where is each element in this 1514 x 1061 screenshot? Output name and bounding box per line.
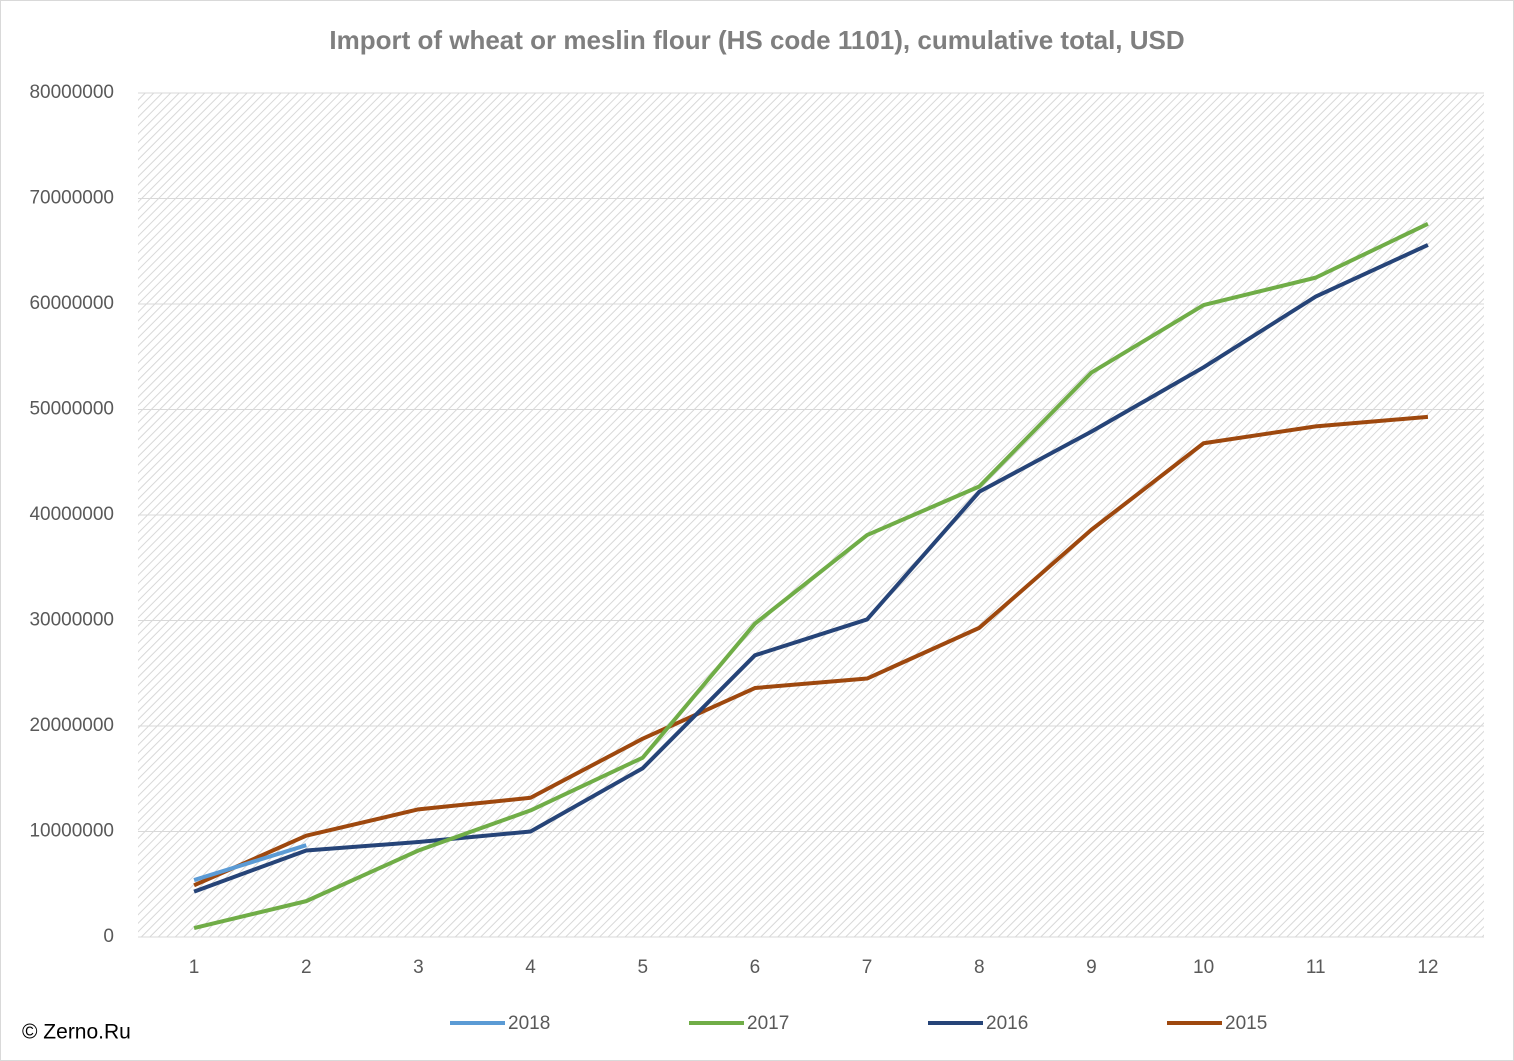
- x-tick-label: 8: [974, 957, 985, 978]
- x-tick-label: 2: [301, 957, 312, 978]
- legend-label: 2018: [508, 1013, 550, 1034]
- y-tick-label: 10000000: [29, 821, 114, 842]
- x-tick-label: 4: [525, 957, 536, 978]
- y-tick-label: 0: [103, 926, 114, 947]
- x-tick-label: 1: [189, 957, 200, 978]
- x-tick-label: 5: [637, 957, 648, 978]
- x-tick-label: 3: [413, 957, 424, 978]
- x-tick-label: 10: [1193, 957, 1214, 978]
- x-tick-label: 11: [1306, 957, 1326, 978]
- y-tick-label: 50000000: [29, 399, 114, 420]
- series-line: [193, 843, 307, 882]
- x-tick-label: 6: [750, 957, 761, 978]
- x-tick-label: 9: [1086, 957, 1097, 978]
- legend-label: 2015: [1225, 1013, 1267, 1034]
- y-tick-label: 70000000: [29, 188, 114, 209]
- y-tick-label: 40000000: [29, 504, 114, 525]
- legend-label: 2016: [986, 1013, 1028, 1034]
- x-tick-label: 7: [862, 957, 873, 978]
- chart-title: Import of wheat or meslin flour (HS code…: [329, 25, 1184, 55]
- series-line: [193, 414, 1429, 888]
- y-tick-label: 30000000: [29, 610, 114, 631]
- legend-label: 2017: [747, 1013, 789, 1034]
- y-tick-label: 60000000: [29, 293, 114, 314]
- series-line: [193, 243, 1429, 894]
- y-tick-label: 80000000: [29, 82, 114, 103]
- source: © Zerno.Ru: [22, 1021, 131, 1044]
- x-tick-label: 12: [1417, 957, 1438, 978]
- y-tick-label: 20000000: [29, 715, 114, 736]
- series-line: [193, 222, 1429, 930]
